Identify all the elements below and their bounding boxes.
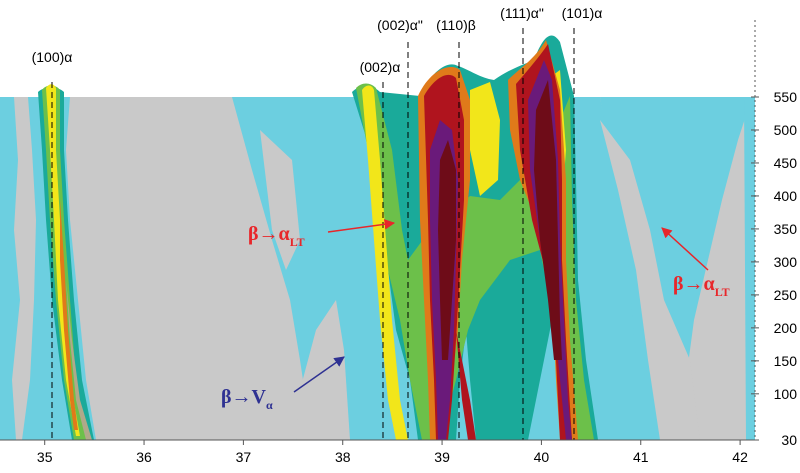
y-tick-label: 450 [774, 155, 798, 171]
y-tick-label: 400 [774, 188, 798, 204]
annotation-beta-alphaLT-left: β→αLT [248, 219, 396, 249]
band-yellow-100a [46, 84, 80, 436]
y-tick-label: 250 [774, 287, 798, 303]
grey-island-upper-left [260, 130, 300, 270]
band-darkred-central [438, 80, 562, 360]
peak-label: (110)β [436, 17, 476, 33]
band-orange-100a [60, 200, 78, 430]
annotation-text: β→αLT [673, 273, 730, 299]
peak-band-central [352, 35, 598, 440]
peak-label: (101)α [562, 5, 603, 21]
peak-label: (002)α [360, 59, 401, 75]
y-tick-label: 350 [774, 221, 798, 237]
peak-label: (111)α" [500, 5, 544, 21]
cyan-strip-left [0, 97, 20, 440]
y-tick-label: 500 [774, 122, 798, 138]
y-tick-label: 30 [781, 432, 797, 448]
y-axis-ticks: 30 100 150 200 250 300 350 400 450 500 550 [751, 89, 797, 448]
annotation-arrow [661, 227, 709, 271]
grey-island-right [600, 120, 700, 440]
band-grey-100a [66, 280, 92, 440]
annotation-text: β→αLT [248, 223, 305, 249]
y-tick-label: 200 [774, 320, 798, 336]
x-tick-label: 42 [732, 449, 748, 465]
x-tick-label: 36 [136, 449, 152, 465]
grey-island-lower-left [296, 300, 350, 440]
x-axis-ticks: 35 36 37 38 39 40 41 42 [37, 440, 748, 465]
y-tick-label: 300 [774, 254, 798, 270]
band-red-tail [456, 330, 476, 440]
x-tick-label: 38 [335, 449, 351, 465]
annotation-text: β→Vα [221, 386, 273, 412]
grey-islands [260, 120, 700, 440]
x-tick-label: 39 [434, 449, 450, 465]
annotation-beta-Va: β→Vα [221, 356, 345, 412]
cyan-strip-right [744, 97, 755, 440]
x-tick-label: 35 [37, 449, 53, 465]
x-tick-label: 40 [534, 449, 550, 465]
annotation-arrow [327, 219, 396, 233]
reference-lines [51, 28, 575, 440]
annotation-beta-alphaLT-right: β→αLT [661, 227, 730, 299]
peak-label: (100)α [32, 49, 73, 65]
y-tick-label: 550 [774, 89, 798, 105]
x-tick-label: 41 [633, 449, 649, 465]
x-tick-label: 37 [236, 449, 252, 465]
axes [0, 20, 756, 441]
y-tick-label: 150 [774, 353, 798, 369]
y-tick-label: 100 [774, 386, 798, 402]
peak-labels: (100)α (002)α (002)α" (110)β (111)α" (101)α [32, 5, 603, 75]
annotation-arrow [293, 356, 345, 393]
cyan-region-right [600, 97, 752, 440]
peak-label: (002)α" [377, 17, 423, 33]
